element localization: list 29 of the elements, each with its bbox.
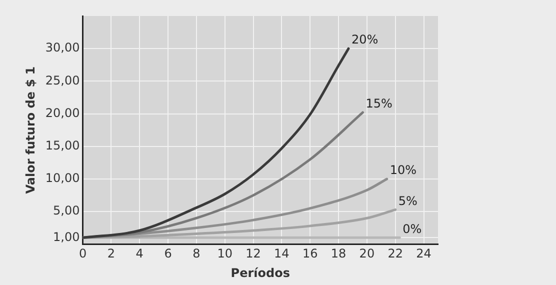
y-tick-label: 15,00 — [45, 138, 80, 153]
y-tick-label: 10,00 — [45, 171, 80, 186]
y-tick-label: 5,00 — [53, 204, 80, 218]
x-tick-label: 24 — [416, 246, 432, 261]
x-tick-label: 4 — [136, 246, 144, 261]
series-label: 5% — [398, 194, 418, 208]
x-tick-label: 20 — [359, 246, 375, 261]
x-tick-label: 0 — [78, 246, 87, 261]
y-axis-title: Valor futuro de $ 1 — [23, 66, 38, 194]
x-tick-label: 18 — [330, 246, 346, 261]
series-label: 20% — [351, 32, 378, 47]
x-axis-title: Períodos — [230, 266, 290, 280]
line-series — [82, 208, 397, 239]
series-label: 10% — [390, 163, 417, 178]
y-tick-label: 25,00 — [45, 73, 80, 88]
x-tick-label: 14 — [274, 246, 290, 261]
x-tick-label: 8 — [192, 246, 200, 261]
x-tick-label: 22 — [388, 246, 404, 261]
line-series — [82, 47, 350, 239]
x-tick-label: 2 — [107, 246, 115, 261]
x-tick-label: 10 — [217, 246, 232, 261]
y-tick-label: 1,00 — [53, 230, 80, 244]
y-tick-label: 20,00 — [45, 106, 80, 120]
x-tick-label: 16 — [302, 246, 318, 261]
y-tick-label: 30,00 — [45, 40, 80, 55]
x-tick-label: 12 — [246, 246, 261, 261]
series-label: 0% — [402, 222, 422, 236]
series-label: 15% — [366, 96, 392, 111]
x-tick-label: 6 — [164, 246, 172, 261]
